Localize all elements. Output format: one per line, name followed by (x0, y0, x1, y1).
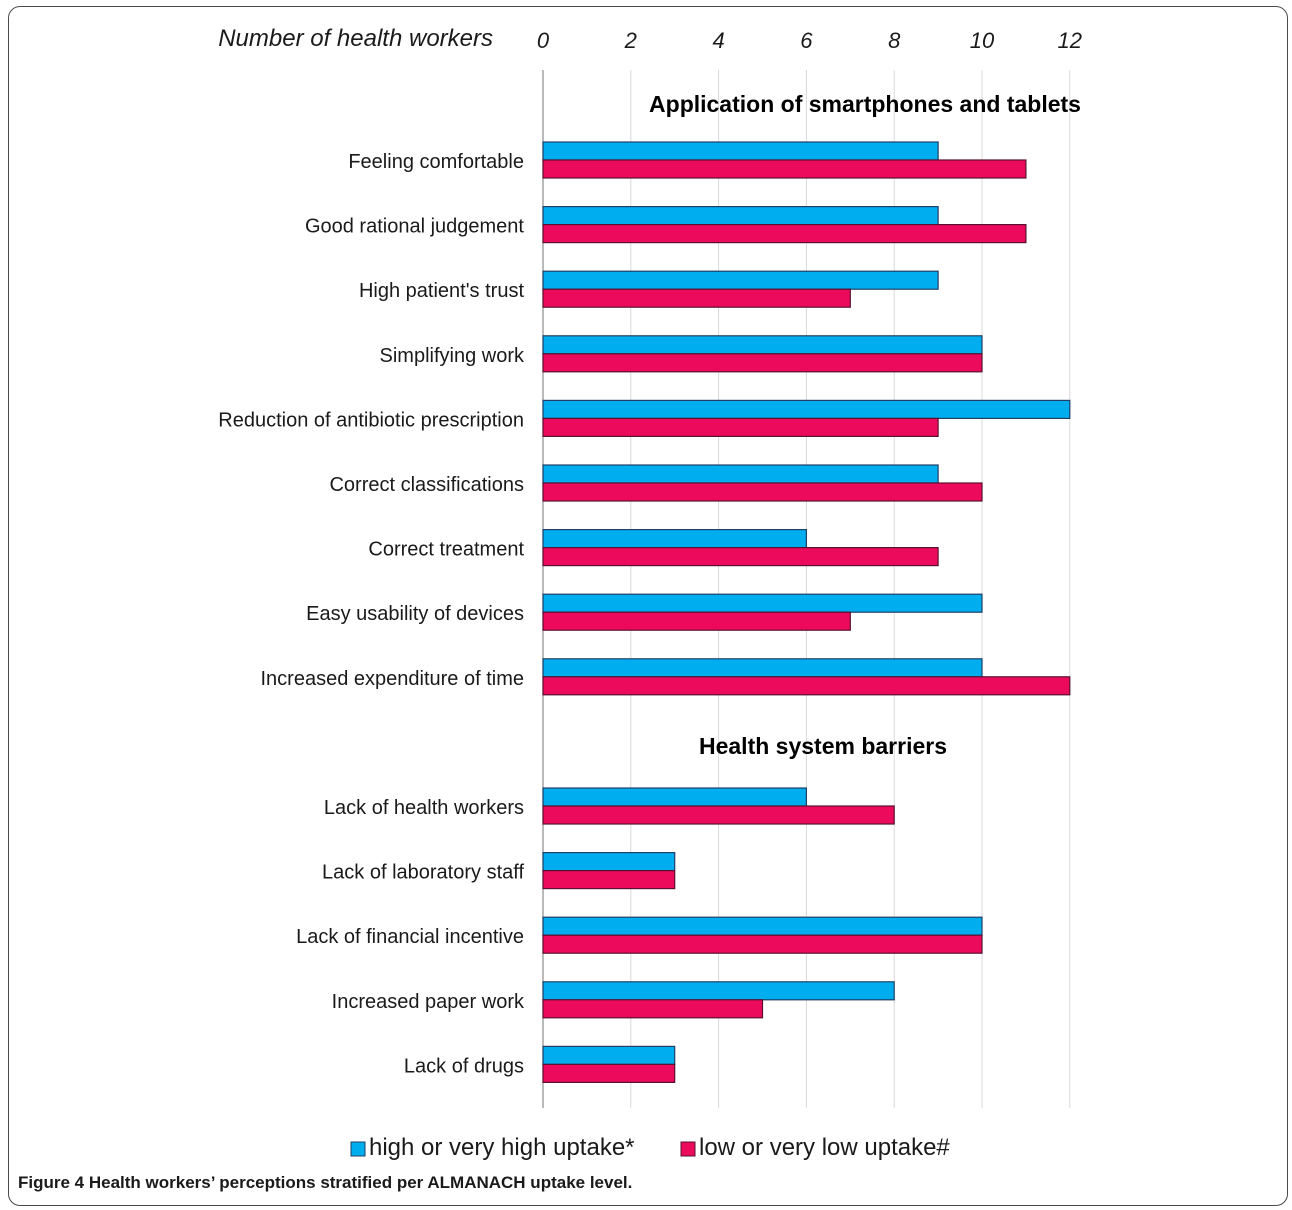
bar-low-uptake (542, 353, 983, 373)
bar-high-uptake (542, 981, 895, 1001)
legend-label-low: low or very low uptake# (699, 1134, 950, 1161)
bar-low-uptake (542, 805, 895, 825)
category-label: Lack of drugs (404, 1055, 524, 1077)
category-label: Reduction of antibiotic prescription (218, 409, 524, 431)
x-tick-label: 6 (800, 28, 813, 53)
bar-low-uptake (542, 224, 1027, 244)
bar-low-uptake (542, 546, 939, 567)
category-label: Feeling comfortable (348, 151, 524, 173)
bar-low-uptake (542, 1063, 676, 1084)
bar-high-uptake (542, 270, 939, 290)
bar-low-uptake (542, 288, 851, 308)
category-label: Simplifying work (380, 345, 525, 367)
figure-caption: Figure 4 Health workers’ perceptions str… (18, 1173, 632, 1192)
bar-high-uptake (542, 593, 983, 613)
x-tick-label: 8 (888, 28, 901, 53)
legend-swatch-high (350, 1141, 366, 1157)
x-tick-label: 4 (712, 28, 724, 53)
x-tick-label: 12 (1058, 28, 1082, 53)
bar-low-uptake (542, 869, 676, 890)
axis-title: Number of health workers (218, 25, 493, 52)
bar-high-uptake (542, 528, 807, 549)
bar-high-uptake (542, 141, 939, 161)
category-label: Good rational judgement (305, 216, 524, 238)
category-label: Correct classifications (329, 474, 524, 496)
category-label: Increased expenditure of time (261, 668, 525, 690)
bar-high-uptake (542, 335, 983, 355)
figure-frame (8, 6, 1288, 1206)
category-label: Easy usability of devices (306, 603, 524, 625)
bar-low-uptake (542, 611, 851, 631)
bar-high-uptake (542, 916, 983, 936)
legend-label-high: high or very high uptake* (369, 1134, 635, 1161)
bar-high-uptake (542, 851, 676, 872)
bar-low-uptake (542, 934, 983, 954)
category-label: Correct treatment (368, 539, 524, 561)
category-label: Lack of health workers (324, 797, 524, 819)
x-tick-label: 0 (537, 28, 550, 53)
bar-low-uptake (542, 676, 1071, 696)
bar-high-uptake (542, 206, 939, 226)
bar-high-uptake (542, 1045, 676, 1066)
category-label: Lack of laboratory staff (322, 862, 524, 884)
section-title: Health system barriers (699, 733, 947, 759)
bar-low-uptake (542, 159, 1027, 179)
category-label: High patient's trust (359, 280, 524, 302)
bar-low-uptake (542, 417, 939, 437)
bar-low-uptake (542, 482, 983, 502)
x-tick-label: 2 (624, 28, 637, 53)
section-title: Application of smartphones and tablets (649, 91, 1081, 117)
category-label: Increased paper work (332, 991, 525, 1013)
bar-high-uptake (542, 399, 1071, 419)
x-tick-label: 10 (970, 28, 995, 53)
category-label: Lack of financial incentive (296, 926, 524, 948)
legend-swatch-low (680, 1141, 696, 1157)
bar-low-uptake (542, 999, 764, 1019)
bar-high-uptake (542, 658, 983, 678)
bar-high-uptake (542, 787, 807, 807)
bar-high-uptake (542, 464, 939, 484)
